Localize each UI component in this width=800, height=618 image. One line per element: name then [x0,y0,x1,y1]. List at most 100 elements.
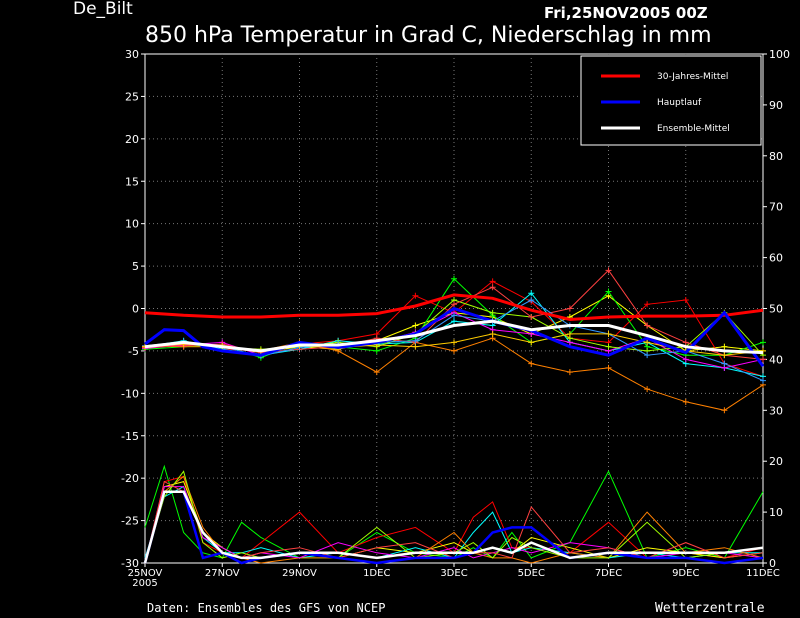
y-axis-left: 30 25 20 15 10 5 0 -5 -10 -15 -20 -25 -30 [121,48,145,570]
temp-member-point [760,377,766,384]
temp-member-point [605,288,612,295]
temp-member-point [605,343,612,350]
temp-member-point [760,356,766,363]
legend-label: 30-Jahres-Mittel [657,72,728,82]
y-left-tick-label: 5 [132,260,139,273]
temp-member-point [721,407,728,414]
x-tick-sublabel: 2005 [132,578,157,589]
x-tick-label: 9DEC [672,568,699,579]
temp-member-point [528,297,535,304]
chart-title: 850 hPa Temperatur in Grad C, Niederschl… [145,23,712,48]
y-right-tick-label: 40 [769,353,783,366]
temp-main-run-line [144,306,765,368]
x-tick-label: 29NOV [282,568,317,579]
y-right-tick-label: 60 [769,252,783,265]
temp-member-point [451,275,457,282]
temp-member-point [412,292,419,299]
temp-member-point [644,352,651,359]
brand-name: Wetterzentrale [655,601,765,616]
y-right-tick-label: 20 [769,455,783,468]
y-left-tick-label: -15 [121,430,139,443]
y-left-tick-label: -20 [121,472,139,485]
temp-member-point [644,339,651,346]
y-right-tick-label: 90 [769,99,783,112]
precip-member-line [144,475,764,564]
precip-main-run-line [143,490,764,565]
temp-member-point [451,339,457,346]
temp-member-point [528,360,535,367]
temp-member-point [566,305,573,312]
temp-member-point [528,313,535,320]
temp-member-point [721,352,728,359]
temp-member-point [605,330,612,337]
temp-member-point [528,339,535,346]
temp-member-point [605,267,612,274]
temp-member-point [644,301,651,308]
temp-member-point [489,284,496,291]
temp-member-point [566,330,573,337]
y-left-tick-label: -25 [121,515,139,528]
y-right-tick-label: 80 [769,150,783,163]
temp-member-point [489,330,496,337]
temp-member-point [682,297,689,304]
precip-member-line [144,470,764,564]
temp-member-point [682,398,689,405]
temp-member-point [489,309,496,316]
temp-ensemble-mean-line [144,319,764,355]
temp-member-point [451,301,457,308]
temp-member-point [721,343,728,350]
data-source: Daten: Ensembles des GFS von NCEP [147,601,385,615]
temp-member-point [566,369,573,376]
x-tick-label: 5DEC [518,568,545,579]
y-left-tick-label: 25 [125,90,139,103]
y-left-tick-label: -10 [121,387,139,400]
temp-member-point [373,369,380,376]
x-tick-label: 1DEC [363,568,390,579]
temp-member-point [412,343,419,350]
temp-member-point [451,312,457,319]
station-name: De_Bilt [73,0,133,19]
legend: 30-Jahres-Mittel Hauptlauf Ensemble-Mittel [580,55,762,146]
temp-member-point [489,278,496,285]
x-tick-label: 7DEC [595,568,622,579]
x-tick-label: 11DEC [746,568,780,579]
y-left-tick-label: 15 [125,175,139,188]
y-right-tick-label: 10 [769,506,783,519]
y-right-tick-label: 50 [769,303,783,316]
y-left-tick-label: -30 [121,557,139,570]
temp-member-point [451,318,457,325]
temp-member-point [760,347,766,354]
y-right-tick-label: 0 [769,557,776,570]
temp-member-point [644,322,651,329]
temp-member-point [412,337,419,344]
temp-member-point [682,356,689,363]
temp-member-point [760,339,766,346]
temp-member-point [682,339,689,346]
temp-member-point [412,322,419,329]
legend-label: Hauptlauf [657,98,702,108]
temp-member-point [721,360,728,367]
y-right-tick-label: 30 [769,404,783,417]
temp-member-point [644,386,651,393]
x-tick-label: 3DEC [440,568,467,579]
y-left-tick-label: -5 [128,345,139,358]
y-left-tick-label: 10 [125,218,139,231]
temp-member-point [605,364,612,371]
temp-climate-mean-line [144,293,764,322]
temp-main [144,293,765,368]
y-left-tick-label: 30 [125,48,139,61]
precip-ensemble-mean-line [143,490,764,564]
x-axis: 25NOV2005 27NOV 29NOV 1DEC 3DEC 5DEC 7DEC 9DEC 1… [128,563,780,589]
x-tick-label: 27NOV [205,568,240,579]
y-left-tick-label: 20 [125,133,139,146]
y-left-tick-label: 0 [132,303,139,316]
y-right-tick-label: 100 [769,48,790,61]
forecast-date: Fri,25NOV2005 00Z [544,4,708,22]
x-tick-label: 25NOV [128,568,163,579]
legend-label: Ensemble-Mittel [657,124,730,134]
precip-main [143,490,764,565]
temp-member-point [528,290,535,297]
y-right-tick-label: 70 [769,201,783,214]
